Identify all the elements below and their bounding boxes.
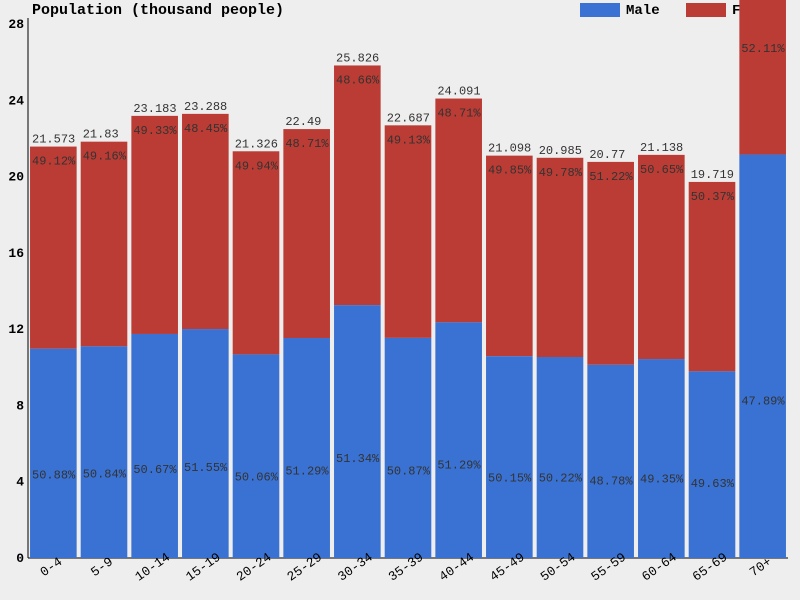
y-tick-label: 0	[16, 551, 24, 566]
bar-male	[689, 371, 736, 558]
bar-total-label: 21.326	[235, 137, 278, 151]
bar-male-pct: 48.78%	[589, 475, 633, 489]
bar-female-pct: 50.37%	[691, 190, 735, 204]
y-tick-label: 28	[8, 17, 24, 32]
legend-swatch	[580, 3, 620, 17]
bar-male	[30, 349, 77, 558]
bar-male	[638, 359, 685, 558]
bar-female-pct: 49.78%	[539, 166, 583, 180]
bar-female	[81, 142, 128, 347]
bar-total-label: 21.138	[640, 141, 683, 155]
bar-total-label: 20.77	[589, 148, 625, 162]
bar-total-label: 21.83	[83, 128, 119, 142]
bar-female	[385, 125, 432, 338]
bar-total-label: 23.183	[133, 102, 176, 116]
bar-female	[334, 65, 381, 305]
bar-female-pct: 50.65%	[640, 163, 684, 177]
chart-title: Population (thousand people)	[32, 2, 284, 19]
y-tick-label: 20	[8, 170, 24, 185]
bar-female-pct: 49.16%	[83, 150, 127, 164]
bar-male-pct: 51.55%	[184, 461, 228, 475]
bar-female-pct: 49.94%	[235, 159, 279, 173]
y-tick-label: 4	[16, 475, 24, 490]
bar-male	[81, 346, 128, 558]
bar-male	[587, 365, 634, 558]
bar-female-pct: 48.45%	[184, 122, 228, 136]
bar-male	[334, 305, 381, 558]
bar-total-label: 21.098	[488, 142, 531, 156]
bar-male-pct: 50.67%	[133, 463, 177, 477]
bar-female-pct: 49.33%	[133, 124, 177, 138]
bar-female	[587, 162, 634, 365]
bar-male	[486, 356, 533, 558]
bar-female	[486, 156, 533, 357]
bar-female	[283, 129, 330, 338]
bar-female	[182, 114, 229, 329]
bar-male	[182, 329, 229, 558]
bar-male-pct: 50.15%	[488, 471, 532, 485]
bar-male	[739, 154, 786, 558]
bar-female-pct: 48.66%	[336, 73, 380, 87]
bar-male-pct: 50.84%	[83, 468, 127, 482]
bar-female	[739, 0, 786, 154]
bar-total-label: 24.091	[437, 85, 480, 99]
bar-total-label: 22.49	[285, 115, 321, 129]
bar-female-pct: 49.13%	[387, 133, 431, 147]
bar-female-pct: 52.11%	[741, 42, 785, 56]
bar-male-pct: 47.89%	[741, 395, 785, 409]
bar-male	[537, 357, 584, 558]
bar-male-pct: 49.63%	[691, 477, 735, 491]
bar-total-label: 21.573	[32, 133, 75, 147]
bar-male	[385, 338, 432, 558]
bar-female-pct: 49.85%	[488, 164, 532, 178]
bar-male-pct: 49.35%	[640, 472, 684, 486]
bar-male-pct: 51.29%	[285, 464, 329, 478]
population-chart: 0 4 8 12 16 20 24 28 Population (thousand people…	[0, 0, 800, 600]
y-tick-label: 12	[8, 322, 24, 337]
bar-total-label: 23.288	[184, 100, 227, 114]
bar-female	[233, 151, 280, 354]
bar-female	[638, 155, 685, 359]
y-tick-label: 16	[8, 246, 24, 261]
bar-male-pct: 50.22%	[539, 472, 583, 486]
bar-male-pct: 50.87%	[387, 464, 431, 478]
bar-female	[131, 116, 178, 334]
bar-female	[30, 147, 77, 349]
bar-total-label: 22.687	[387, 111, 430, 125]
y-tick-label: 8	[16, 398, 24, 413]
bar-male	[131, 334, 178, 558]
bar-female	[537, 158, 584, 357]
bar-female-pct: 48.71%	[285, 137, 329, 151]
bar-total-label: 20.985	[539, 144, 582, 158]
bar-female	[689, 182, 736, 371]
bar-male-pct: 51.29%	[437, 458, 481, 472]
y-tick-label: 24	[8, 93, 24, 108]
bar-male-pct: 50.06%	[235, 471, 279, 485]
bar-total-label: 25.826	[336, 51, 379, 65]
bar-male	[233, 354, 280, 558]
bar-male	[283, 338, 330, 558]
bar-male	[435, 322, 482, 558]
bar-female	[435, 99, 482, 323]
legend-label: Male	[626, 3, 660, 19]
bar-female-pct: 49.12%	[32, 155, 76, 169]
bar-male-pct: 50.88%	[32, 468, 76, 482]
bar-female-pct: 48.71%	[437, 107, 481, 121]
legend-swatch	[686, 3, 726, 17]
bar-male-pct: 51.34%	[336, 452, 380, 466]
bar-total-label: 19.719	[691, 168, 734, 182]
bar-female-pct: 51.22%	[589, 170, 633, 184]
